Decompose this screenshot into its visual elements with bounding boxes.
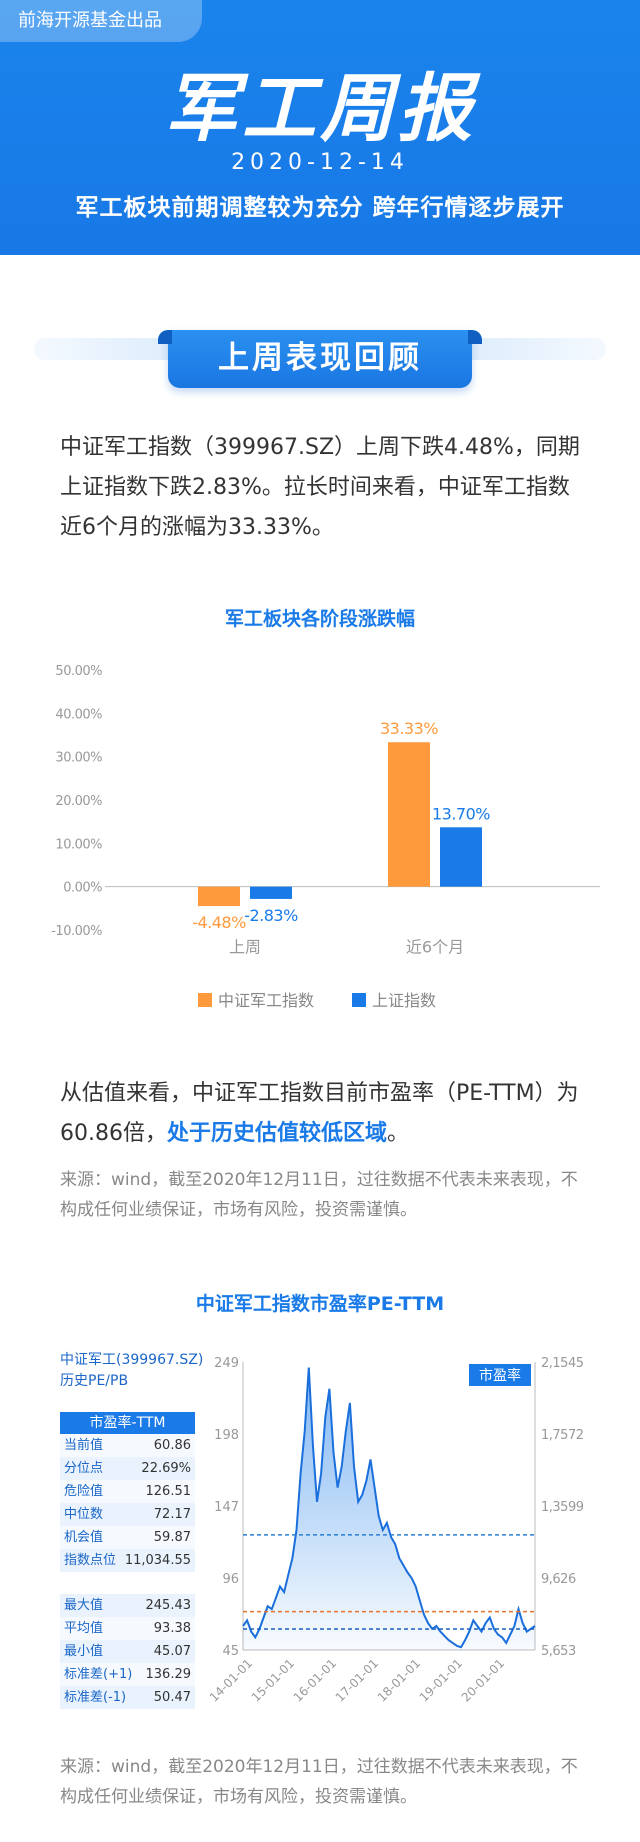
source-note: 来源：wind，截至2020年12月11日，过往数据不代表未来表现，不构成任何业…	[60, 1170, 578, 1220]
legend-label: 上证指数	[372, 991, 436, 1010]
category-label: 上周	[229, 938, 261, 957]
paragraph-valuation: 从估值来看，中证军工指数目前市盈率（PE-TTM）为60.86倍，处于历史估值较…	[60, 1074, 584, 1154]
y-tick-label: 10.00%	[55, 837, 102, 852]
chart1-title: 军工板块各阶段涨跌幅	[224, 608, 415, 630]
report-title: 军工周报	[164, 66, 476, 152]
legend-badge	[469, 1364, 531, 1386]
valuation-text: 从估值来看，中证军工指数目前市盈率（PE-TTM）为60.86倍，	[60, 1081, 579, 1146]
source-note-2: 来源：wind，截至2020年12月11日，过往数据不代表未来表现，不构成任何业…	[60, 1757, 578, 1807]
valuation-highlight: 处于历史估值较低区域	[166, 1121, 387, 1146]
table-row: 标准差(-1) 50.47	[60, 1686, 195, 1709]
x-tick-label: 16-01-01	[291, 1656, 339, 1704]
bar-value-label: 13.70%	[432, 804, 490, 823]
y-tick-label: -10.00%	[51, 924, 102, 939]
y-tick-label: 30.00%	[55, 751, 102, 766]
right-tick-label: 1,3599	[541, 1500, 584, 1515]
paragraph-weekly-review: 中证军工指数（399967.SZ）上周下跌4.48%，同期上证指数下跌2.83%…	[60, 435, 580, 540]
x-tick-label: 17-01-01	[333, 1656, 381, 1704]
x-tick-label: 20-01-01	[459, 1656, 507, 1704]
pe-line-chart: 249 198 147 96 45 2,1545 1,7572 1,3599 9,626 5,65…	[207, 1356, 585, 1705]
bar-value-label: 33.33%	[380, 719, 438, 738]
y-tick-label: 20.00%	[55, 794, 102, 809]
table-row: 中位数 72.17	[60, 1503, 195, 1526]
bar-1-0	[388, 742, 430, 887]
table-head: 市盈率-TTM	[60, 1412, 195, 1434]
bar-0-0	[198, 886, 240, 907]
table-row: 指数点位 11,034.55	[60, 1549, 195, 1572]
x-tick-label: 19-01-01	[417, 1656, 465, 1704]
table-row: 当前值 60.86	[60, 1434, 195, 1457]
table-row: 分位点 22.69%	[60, 1457, 195, 1480]
y-tick-label: 0.00%	[63, 881, 102, 896]
left-tick-label: 198	[214, 1428, 239, 1443]
right-tick-label: 2,1545	[541, 1356, 584, 1371]
table-row: 最大值 245.43	[60, 1594, 195, 1617]
y-tick-label: 50.00%	[55, 664, 102, 679]
left-tick-label: 96	[222, 1572, 239, 1587]
legend-swatch	[352, 993, 366, 1007]
pe-area	[243, 1367, 535, 1650]
y-tick-label: 40.00%	[55, 707, 102, 722]
section-title: 上周表现回顾	[158, 330, 482, 388]
x-tick-label: 14-01-01	[207, 1656, 255, 1704]
index-label-line1: 中证军工(399967.SZ)	[60, 1352, 204, 1368]
table-row: 机会值 59.87	[60, 1526, 195, 1549]
table-row: 危险值 126.51	[60, 1480, 195, 1503]
left-tick-label: 147	[214, 1500, 239, 1515]
chart2-title: 中证军工指数市盈率PE-TTM	[195, 1293, 445, 1315]
right-tick-label: 1,7572	[541, 1428, 584, 1443]
table-row: 标准差(+1) 136.29	[60, 1663, 195, 1686]
table-row: 最小值 45.07	[60, 1640, 195, 1663]
index-label: 中证军工(399967.SZ) 历史PE/PB	[60, 1350, 210, 1392]
legend-label: 中证军工指数	[218, 991, 314, 1010]
bar-value-label: -4.48%	[192, 913, 246, 932]
pe-stats-table-1: 市盈率-TTM 当前值 60.86 分位点 22.69% 危险值 126.51 中位数…	[60, 1412, 195, 1572]
right-tick-label: 5,653	[541, 1644, 576, 1659]
x-tick-label: 15-01-01	[249, 1656, 297, 1704]
valuation-end: 。	[387, 1121, 410, 1146]
x-tick-label: 18-01-01	[375, 1656, 423, 1704]
pe-stats-table-2: 最大值 245.43 平均值 93.38 最小值 45.07 标准差(+1) 136.2…	[60, 1594, 195, 1709]
report-subtitle: 军工板块前期调整较为充分 跨年行情逐步展开	[75, 195, 565, 221]
category-label: 近6个月	[406, 938, 464, 957]
bar-0-1	[250, 886, 292, 899]
left-tick-label: 45	[222, 1644, 239, 1659]
left-tick-label: 249	[214, 1356, 239, 1371]
publisher-tag: 前海开源基金出品	[0, 0, 202, 42]
legend-swatch	[198, 993, 212, 1007]
bar-value-label: -2.83%	[244, 906, 298, 925]
table-row: 平均值 93.38	[60, 1617, 195, 1640]
legend-badge-label: 市盈率	[479, 1367, 521, 1384]
right-tick-label: 9,626	[541, 1572, 576, 1587]
header-banner: 前海开源基金出品 军工周报 2020-12-14 军工板块前期调整较为充分 跨年…	[0, 0, 640, 255]
bar-1-1	[440, 827, 482, 887]
report-date: 2020-12-14	[231, 150, 409, 175]
pe-line	[242, 1367, 536, 1649]
bar-chart: 50.00% 40.00% 30.00% 20.00% 10.00% 0.00% -10.0…	[51, 664, 600, 1010]
index-label-line2: 历史PE/PB	[60, 1373, 129, 1389]
